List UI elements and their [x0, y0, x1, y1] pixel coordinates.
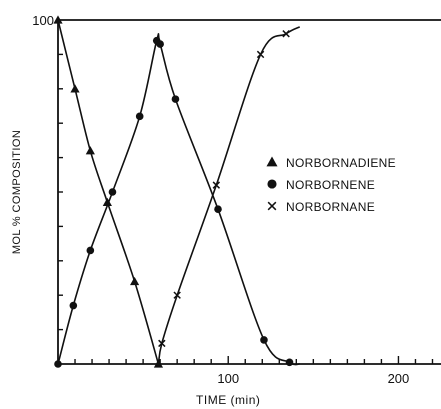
- legend-label-norbornadiene: NORBORNADIENE: [286, 156, 396, 170]
- y-axis-label: MOL % COMPOSITION: [11, 130, 23, 254]
- series-line-norbornadiene: [57, 19, 160, 365]
- x-tick-label: 200: [388, 371, 410, 386]
- axes: [57, 18, 441, 365]
- x-axis-label: TIME (min): [196, 393, 260, 407]
- series-line-norbornene: [57, 33, 300, 366]
- data-point-norbornadiene: [53, 15, 63, 24]
- data-point-norbornene: [108, 188, 117, 196]
- x-ticks: [74, 356, 434, 364]
- data-point-norbornene: [69, 301, 78, 310]
- data-point-norbornane: [256, 50, 265, 59]
- legend: NORBORNADIENE NORBORNENE NORBORNANE: [266, 156, 396, 214]
- tick-labels: 100 100 200: [32, 13, 409, 386]
- data-point-norbornene: [54, 360, 62, 368]
- data-point-norbornane: [173, 291, 181, 299]
- data-point-norbornadiene: [70, 84, 80, 93]
- legend-marker-norbornane: [267, 201, 277, 211]
- data-point-norbornene: [171, 95, 180, 103]
- data-point-norbornadiene: [130, 276, 140, 286]
- data-point-norbornadiene: [102, 197, 112, 206]
- data-point-norbornene: [135, 112, 144, 121]
- data-point-norbornene: [214, 205, 222, 213]
- legend-label-norbornane: NORBORNANE: [286, 200, 375, 214]
- data-point-norbornadiene: [85, 146, 95, 155]
- data-point-norbornane: [282, 30, 290, 38]
- data-point-norbornane: [212, 181, 221, 189]
- data-point-norbornane: [158, 339, 166, 348]
- data-point-norbornene: [86, 246, 95, 255]
- x-tick-label: 100: [217, 371, 239, 386]
- legend-marker-norbornene: [267, 179, 277, 189]
- y-ticks: [58, 53, 63, 331]
- data-point-norbornene: [156, 40, 164, 48]
- series-markers: [53, 15, 294, 368]
- data-point-norbornene: [260, 336, 268, 344]
- y-tick-label: 100: [32, 13, 54, 28]
- data-point-norbornadiene: [153, 359, 164, 368]
- series-line-norbornane: [157, 26, 301, 365]
- series-curves: [57, 19, 301, 366]
- legend-marker-norbornadiene: [266, 156, 278, 167]
- legend-label-norbornene: NORBORNENE: [286, 178, 375, 192]
- data-point-norbornene: [285, 358, 294, 367]
